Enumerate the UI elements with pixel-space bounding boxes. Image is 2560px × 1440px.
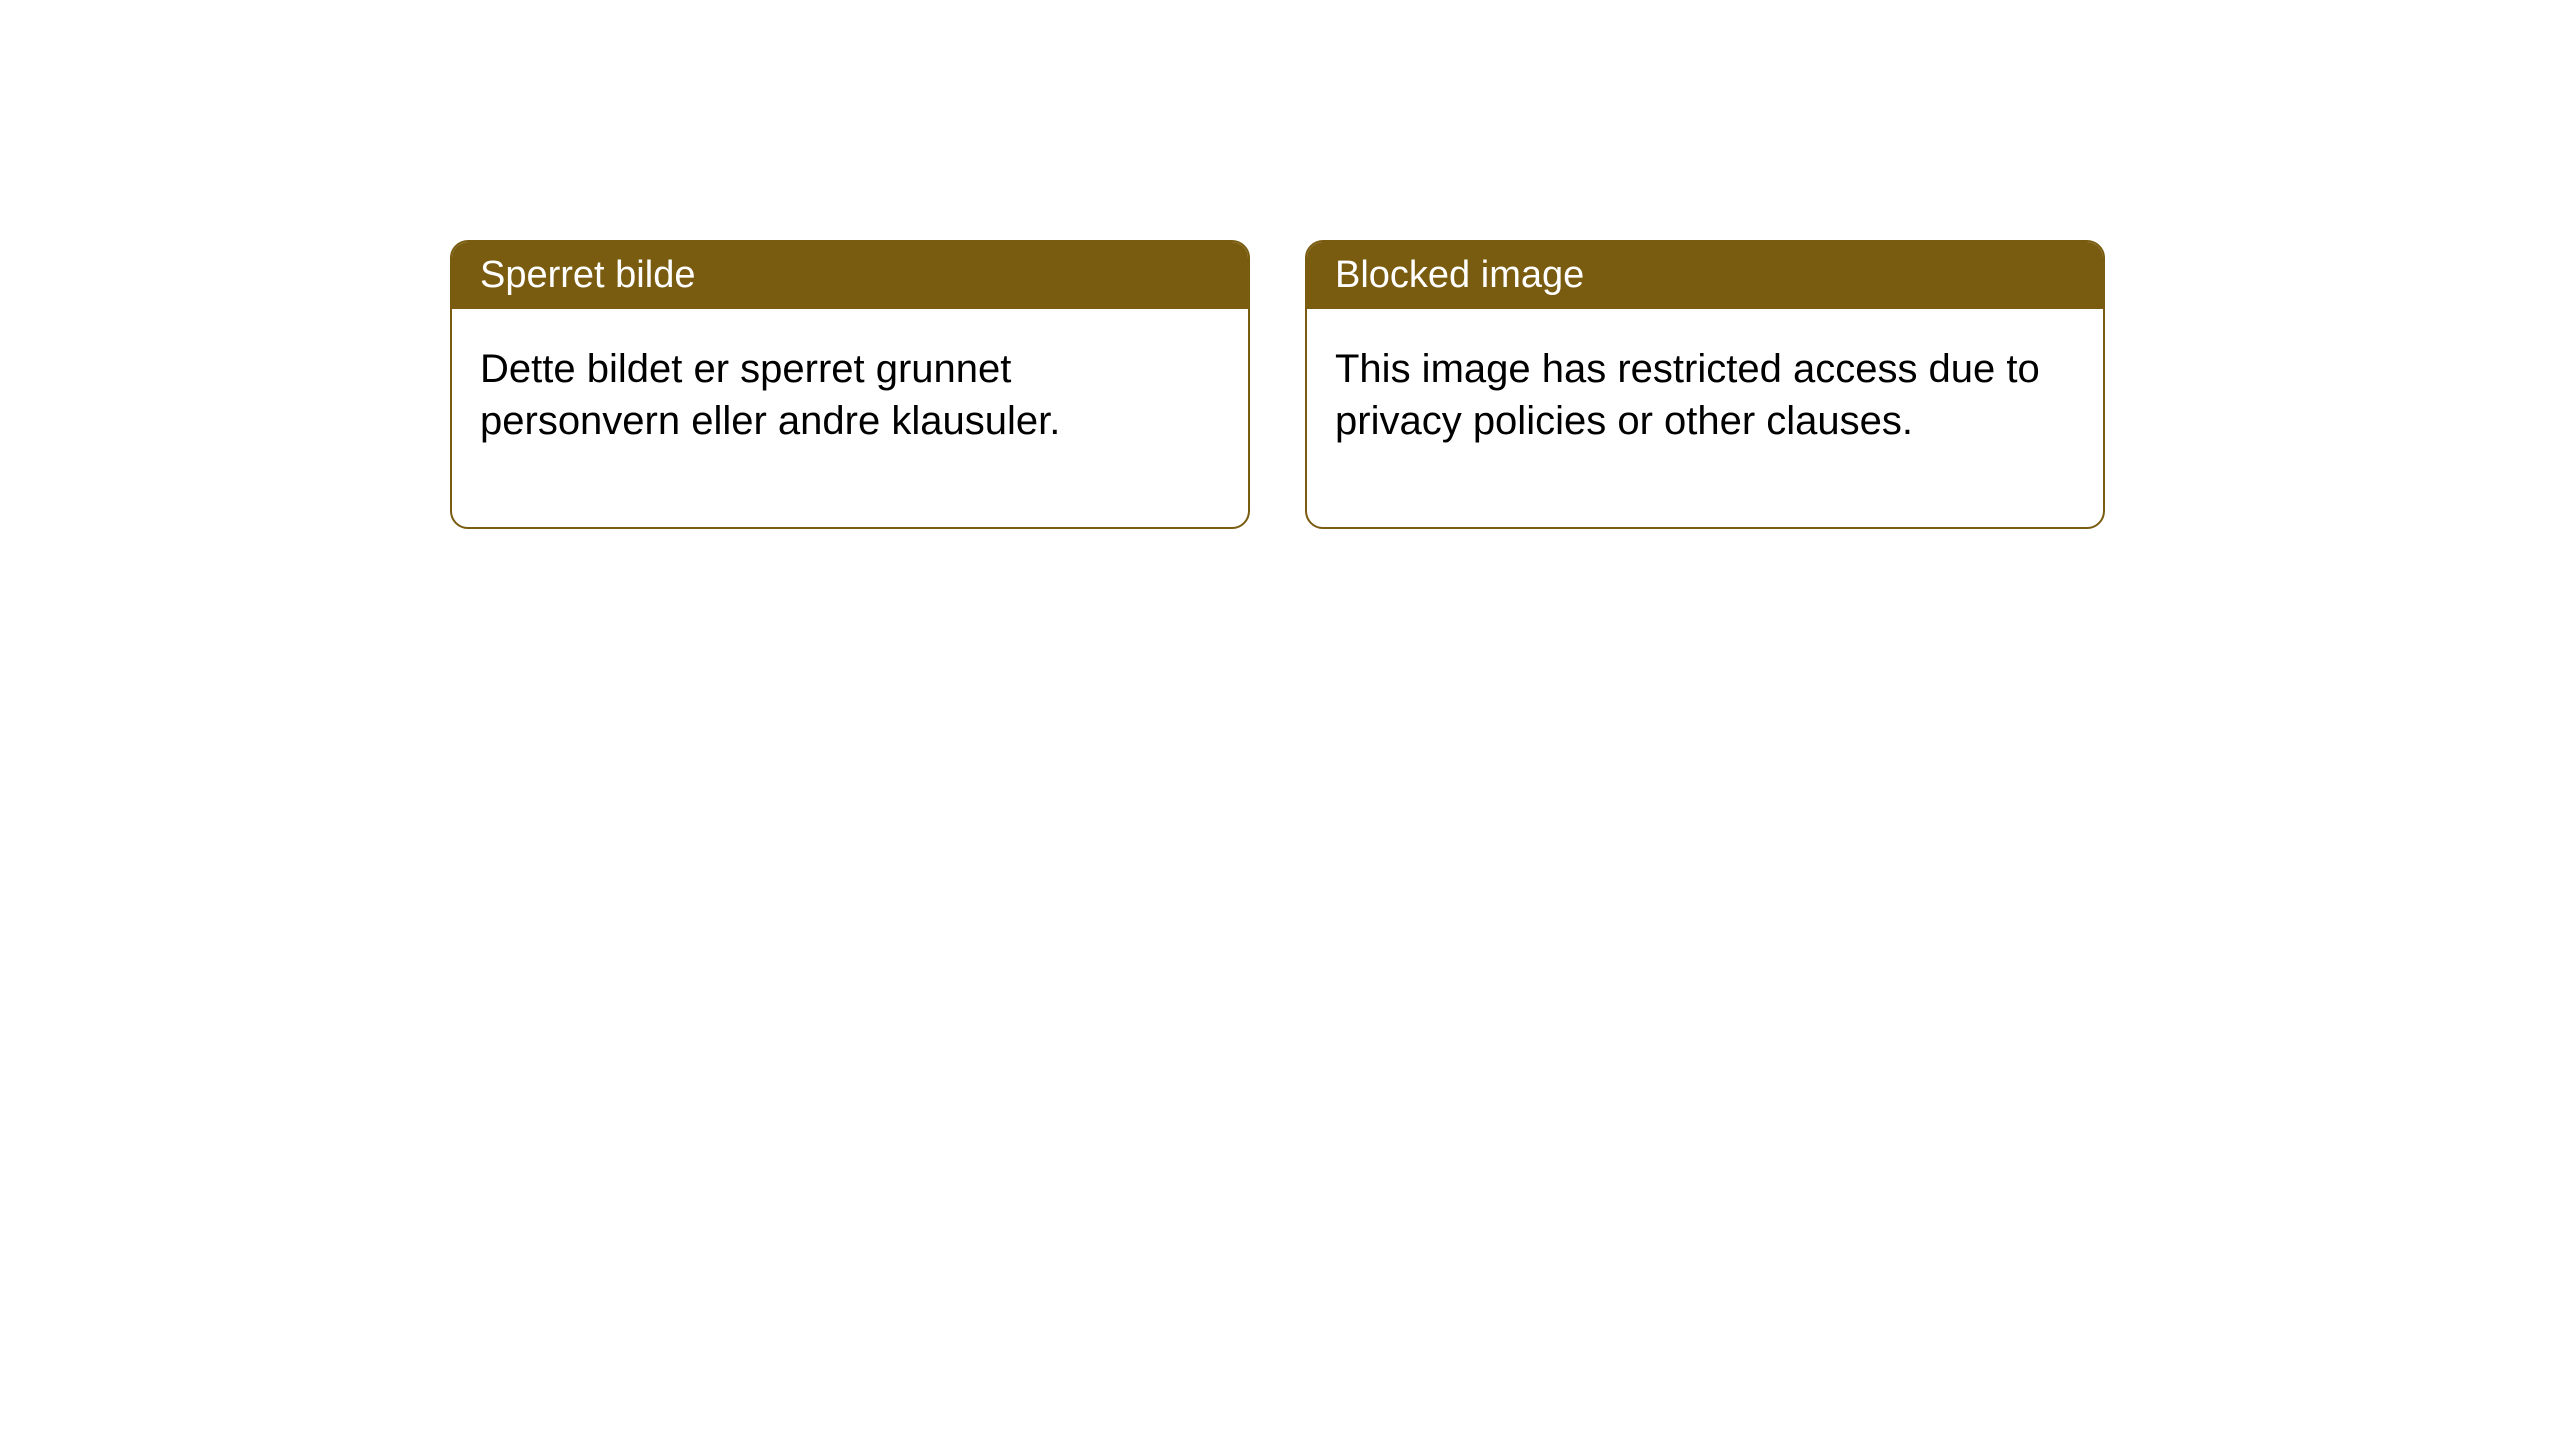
notice-title-norwegian: Sperret bilde xyxy=(452,242,1248,309)
notice-body-norwegian: Dette bildet er sperret grunnet personve… xyxy=(452,309,1248,527)
notice-container: Sperret bilde Dette bildet er sperret gr… xyxy=(0,0,2560,529)
notice-card-norwegian: Sperret bilde Dette bildet er sperret gr… xyxy=(450,240,1250,529)
notice-body-english: This image has restricted access due to … xyxy=(1307,309,2103,527)
notice-title-english: Blocked image xyxy=(1307,242,2103,309)
notice-card-english: Blocked image This image has restricted … xyxy=(1305,240,2105,529)
